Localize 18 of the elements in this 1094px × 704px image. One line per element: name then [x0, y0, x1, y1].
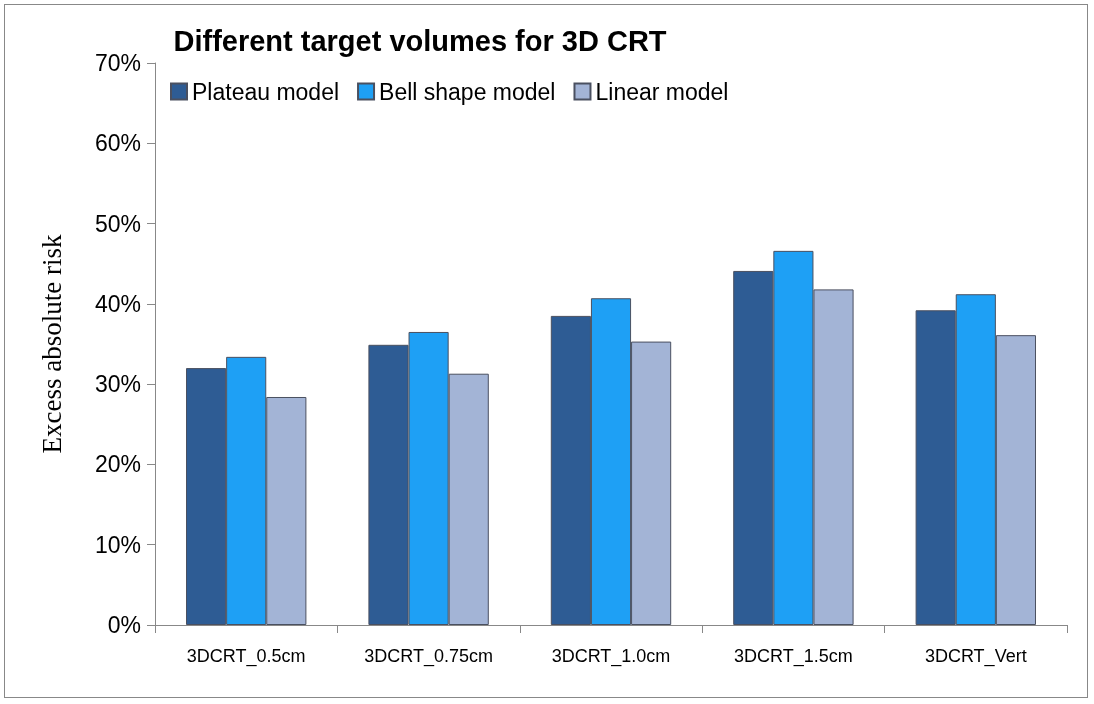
y-tick-label: 50% — [94, 210, 141, 237]
y-tick-label: 30% — [94, 371, 141, 398]
y-tick-label: 0% — [107, 612, 141, 638]
x-tick-label: 3DCRT_Vert — [924, 646, 1027, 667]
x-tick-label: 3DCRT_0.5cm — [186, 646, 306, 667]
x-tick-label: 3DCRT_1.5cm — [734, 646, 853, 667]
y-tick-label: 20% — [94, 451, 141, 478]
x-tick-label: 3DCRT_0.75cm — [364, 646, 493, 667]
chart-title: Different target volumes for 3D CRT — [173, 24, 667, 57]
y-axis-title: Excess absolute risk — [36, 234, 67, 454]
legend-label: Bell shape model — [379, 78, 556, 105]
y-tick-label: 60% — [94, 130, 141, 157]
y-tick-label: 70% — [94, 50, 141, 76]
legend-label: Plateau model — [192, 78, 340, 105]
x-tick-label: 3DCRT_1.0cm — [551, 646, 671, 667]
y-tick-label: 40% — [94, 290, 141, 317]
legend-label: Linear model — [595, 78, 729, 105]
y-tick-label: 10% — [94, 531, 141, 558]
